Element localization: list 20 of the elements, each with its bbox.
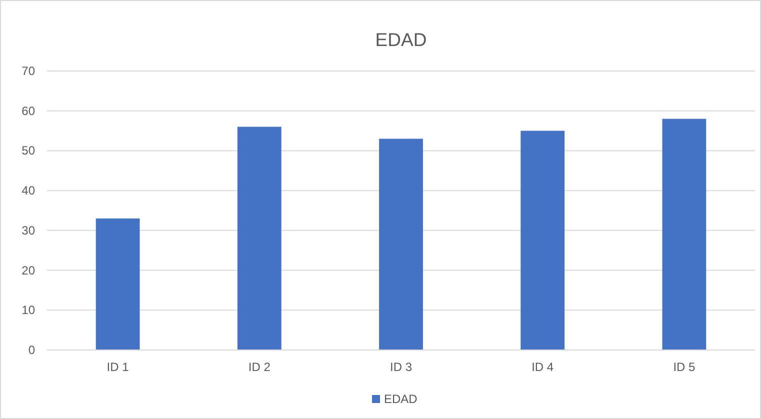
bar bbox=[96, 218, 140, 350]
x-tick-label: ID 5 bbox=[673, 360, 696, 374]
x-tick-label: ID 4 bbox=[532, 360, 554, 374]
y-tick-label: 70 bbox=[22, 64, 36, 78]
legend-label: EDAD bbox=[384, 392, 418, 406]
x-tick-label: ID 3 bbox=[390, 360, 412, 374]
y-tick-label: 30 bbox=[22, 223, 36, 238]
y-tick-label: 0 bbox=[28, 343, 36, 357]
x-tick-label: ID 2 bbox=[248, 360, 271, 374]
bar bbox=[662, 118, 706, 350]
y-tick-label: 60 bbox=[22, 104, 36, 118]
bar bbox=[379, 138, 423, 350]
chart-title: EDAD bbox=[375, 29, 427, 50]
bar bbox=[520, 130, 565, 350]
bar bbox=[237, 126, 282, 350]
x-tick-label: ID 1 bbox=[106, 360, 130, 374]
y-tick-label: 50 bbox=[22, 144, 36, 158]
y-tick-label: 40 bbox=[22, 184, 36, 198]
y-tick-label: 10 bbox=[22, 303, 36, 318]
y-tick-label: 20 bbox=[22, 263, 36, 278]
